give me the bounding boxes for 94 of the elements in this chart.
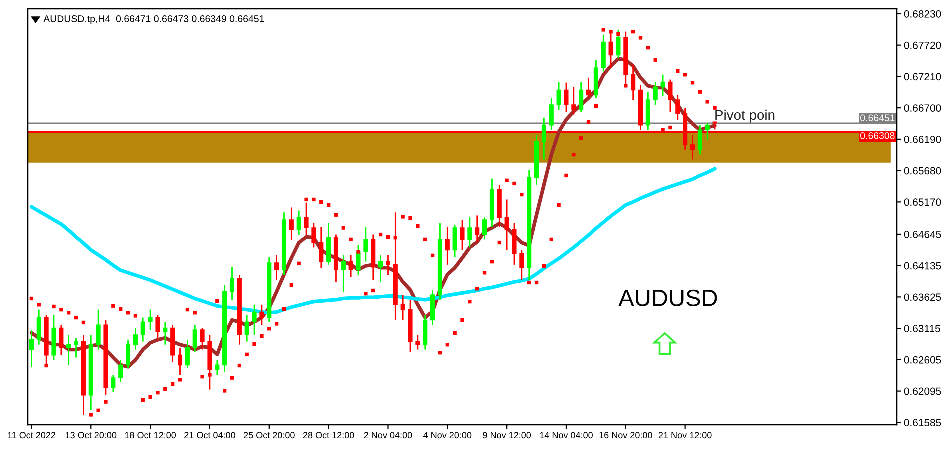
candlestick	[378, 254, 384, 283]
candlestick	[400, 294, 406, 321]
annotation: Pivot poin	[716, 110, 775, 123]
y-tick-label: 0.65680	[904, 167, 942, 175]
candlestick	[608, 29, 614, 69]
candlestick	[475, 215, 480, 243]
x-tick-label: 18 Oct 12:00	[125, 432, 176, 439]
y-tick-label: 0.67210	[904, 73, 942, 81]
candlestick	[178, 347, 183, 376]
candlestick	[36, 309, 42, 346]
candlestick	[504, 199, 510, 251]
y-tick-label: 0.66190	[904, 136, 942, 144]
candlestick	[192, 324, 198, 353]
candlestick	[445, 226, 450, 266]
candlestick	[59, 324, 64, 356]
candlestick	[156, 314, 160, 341]
candlestick	[653, 82, 658, 106]
candlestick	[660, 74, 666, 98]
candlestick	[579, 82, 584, 114]
candlestick	[482, 216, 488, 240]
candlestick	[668, 79, 673, 114]
candlestick	[66, 334, 72, 366]
candlestick	[111, 374, 116, 393]
y-tick-label: 0.67720	[904, 42, 942, 50]
x-tick-label: 11 Oct 2022	[8, 432, 56, 439]
candlestick	[452, 224, 458, 258]
candlestick	[564, 82, 569, 114]
candlestick	[356, 244, 361, 276]
candlestick	[326, 222, 332, 266]
candlestick	[416, 334, 420, 350]
x-tick-label: 13 Oct 20:00	[66, 432, 117, 439]
y-tick-label: 0.66700	[904, 104, 942, 112]
candlestick	[520, 249, 524, 281]
candlestick	[185, 339, 190, 369]
candlestick	[586, 77, 592, 99]
y-tick-label: 0.63625	[904, 294, 942, 302]
x-tick-label: 4 Nov 20:00	[424, 432, 472, 439]
candlestick	[140, 317, 146, 342]
x-tick-label: 28 Oct 12:00	[303, 432, 354, 439]
candlestick	[542, 117, 546, 160]
candlestick	[556, 82, 562, 111]
y-tick-label: 0.61585	[904, 419, 942, 427]
y-tick-label: 0.68230	[904, 10, 942, 18]
candlestick	[512, 222, 517, 266]
candlestick	[74, 337, 79, 358]
x-tick-label: 25 Oct 20:00	[244, 432, 295, 439]
candlestick	[386, 254, 391, 276]
x-tick-label: 16 Nov 20:00	[600, 432, 652, 439]
candlestick	[319, 226, 324, 269]
candlestick	[549, 98, 554, 131]
candlestick	[244, 314, 250, 342]
candlestick	[364, 226, 368, 263]
candlestick	[96, 309, 101, 350]
candlestick	[698, 124, 702, 156]
candlestick	[148, 309, 153, 331]
candlestick	[163, 321, 168, 346]
candlestick	[289, 207, 294, 242]
candlestick	[348, 254, 354, 278]
candlestick	[230, 266, 235, 301]
candlestick	[274, 254, 280, 281]
candlestick	[304, 202, 309, 236]
candlestick	[631, 64, 636, 101]
x-tick-label: 21 Nov 12:00	[658, 432, 712, 439]
candlestick	[460, 219, 465, 251]
x-tick-label: 9 Nov 12:00	[483, 432, 532, 439]
candlestick	[616, 29, 621, 59]
y-tick-label: 0.62605	[904, 356, 942, 364]
ref-line-label: 0.66308	[860, 132, 895, 140]
y-tick-label: 0.62095	[904, 388, 942, 396]
candlestick	[705, 122, 710, 141]
candlestick	[572, 86, 576, 116]
x-tick-label: 21 Oct 04:00	[184, 432, 236, 439]
candlestick	[341, 254, 346, 293]
candlestick	[676, 94, 680, 122]
candlestick	[118, 360, 124, 384]
candlestick	[126, 339, 131, 369]
ref-line-label: 0.66451	[860, 114, 895, 122]
y-tick-label: 0.65170	[904, 198, 942, 206]
x-tick-label: 14 Nov 04:00	[540, 432, 593, 439]
candlestick	[260, 304, 264, 326]
y-tick-label: 0.63115	[904, 325, 940, 332]
candlestick	[200, 328, 205, 350]
candlestick	[252, 304, 257, 336]
annotation: AUDUSD	[618, 290, 718, 307]
text: AUDUSD.tp,H4 0.66471 0.66473 0.66349 0.66451	[44, 15, 264, 24]
candlestick	[215, 360, 220, 376]
candlestick	[312, 222, 316, 248]
candlestick	[296, 210, 302, 236]
y-tick-label: 0.64135	[904, 262, 942, 270]
candlestick	[133, 328, 138, 350]
x-tick-label: 2 Nov 04:00	[364, 432, 412, 439]
candlestick	[468, 216, 472, 248]
y-tick-label: 0.64645	[904, 230, 942, 238]
candlestick	[29, 329, 34, 368]
